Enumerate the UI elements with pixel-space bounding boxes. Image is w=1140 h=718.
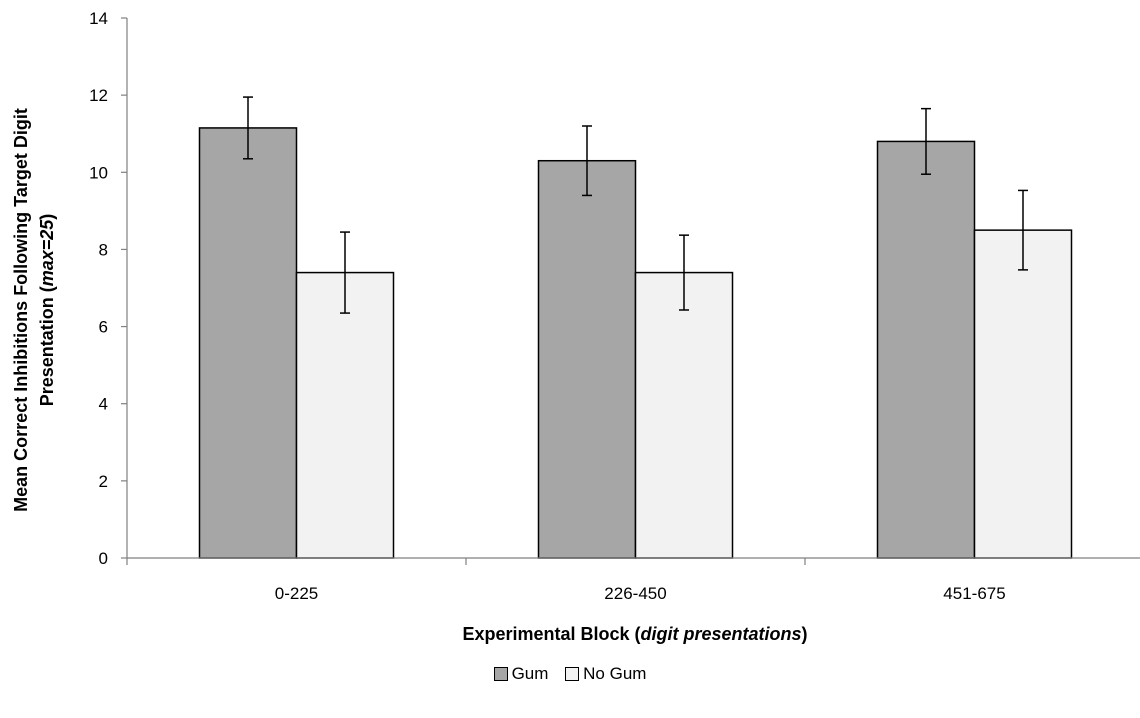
x-tick-label: 0-225 xyxy=(275,584,318,603)
bar-gum xyxy=(876,140,976,559)
y-axis-title-line2: Presentation (max=25) xyxy=(37,214,57,407)
legend-swatch-gum xyxy=(493,667,508,681)
x-axis-ticks: 0-225 226-450 451-675 xyxy=(126,558,1006,603)
legend-label-gum: Gum xyxy=(511,664,549,683)
legend: Gum No Gum xyxy=(0,664,1140,686)
x-tick-label: 226-450 xyxy=(604,584,666,603)
bar-gum xyxy=(198,127,298,559)
bar-gum xyxy=(537,159,637,559)
y-tick-label: 2 xyxy=(99,472,108,491)
bar-no-gum xyxy=(973,229,1073,559)
x-axis-title: Experimental Block (digit presentations) xyxy=(462,624,807,644)
y-tick-label: 8 xyxy=(99,240,108,259)
y-tick-label: 14 xyxy=(89,9,108,28)
y-tick-label: 10 xyxy=(89,163,108,182)
y-tick-label: 0 xyxy=(99,549,108,568)
y-axis-title-line1: Mean Correct Inhibitions Following Targe… xyxy=(11,108,31,512)
y-tick-label: 4 xyxy=(99,395,108,414)
bar-no-gum xyxy=(295,271,395,559)
bars xyxy=(198,127,1073,559)
y-axis-ticks: 0 2 4 6 8 10 12 14 xyxy=(89,9,127,568)
y-tick-label: 6 xyxy=(99,318,108,337)
x-tick-label: 451-675 xyxy=(943,584,1005,603)
legend-label-no-gum: No Gum xyxy=(583,664,647,683)
error-bars xyxy=(243,96,1028,314)
legend-swatch-no-gum xyxy=(565,667,580,681)
y-tick-label: 12 xyxy=(89,86,108,105)
legend-item-gum: Gum xyxy=(493,664,549,684)
legend-item-no-gum: No Gum xyxy=(565,664,646,684)
bar-no-gum xyxy=(634,271,734,559)
